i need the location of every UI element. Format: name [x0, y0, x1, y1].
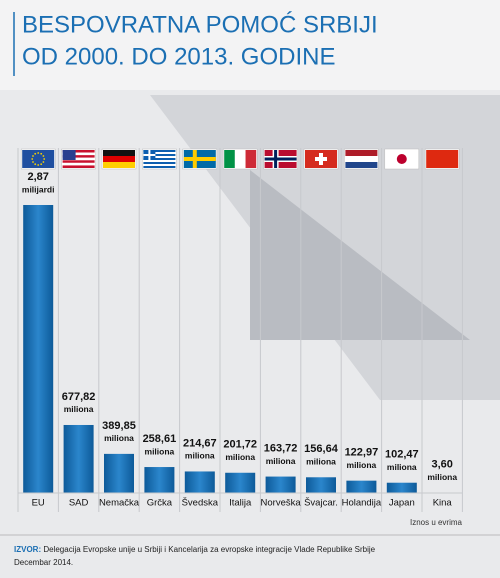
value-label: 163,72	[264, 442, 298, 454]
value-unit: miliona	[347, 460, 377, 470]
flag	[63, 150, 76, 160]
bar	[23, 205, 53, 493]
bar	[144, 467, 174, 493]
value-label: 156,64	[304, 443, 339, 455]
bar	[64, 425, 94, 493]
flag	[34, 163, 36, 165]
x-tick-label: Švedska	[182, 498, 219, 509]
source-label: IZVOR:	[14, 545, 41, 554]
flag	[40, 153, 42, 155]
flag	[37, 152, 39, 154]
value-label: 2,87	[27, 171, 48, 183]
flag	[32, 155, 34, 157]
bar	[266, 477, 296, 493]
flag	[426, 150, 458, 168]
flag	[42, 161, 44, 163]
bar	[185, 471, 215, 493]
value-unit: miliona	[185, 451, 215, 461]
value-unit: miliona	[306, 457, 336, 467]
title: BESPOVRATNA POMOĆ SRBIJI	[22, 11, 378, 38]
flag	[103, 156, 135, 162]
x-tick-label: Japan	[389, 498, 415, 509]
flag	[143, 162, 175, 164]
note: Iznos u evrima	[410, 518, 463, 527]
value-unit: miliona	[64, 404, 94, 414]
value-label: 122,97	[345, 447, 379, 459]
x-tick-label: Holandija	[342, 498, 382, 509]
value-label: 201,72	[223, 439, 257, 451]
flag	[40, 163, 42, 165]
x-tick-label: EU	[32, 498, 45, 509]
bar	[387, 483, 417, 493]
value-unit: miliona	[387, 462, 417, 472]
flag	[143, 166, 175, 168]
flag	[246, 150, 257, 168]
value-label: 389,85	[102, 420, 136, 432]
flag	[63, 163, 95, 166]
flag	[143, 164, 175, 166]
value-label: 258,61	[143, 433, 177, 445]
flag	[265, 158, 297, 161]
flag	[103, 150, 135, 156]
flag	[103, 162, 135, 168]
value-label: 677,82	[62, 391, 96, 403]
flag	[32, 161, 34, 163]
value-label: 3,60	[431, 459, 452, 471]
title: OD 2000. DO 2013. GODINE	[22, 43, 335, 70]
flag	[184, 157, 216, 161]
flag	[42, 155, 44, 157]
value-unit: miliona	[225, 452, 255, 462]
source: IZVOR: Delegacija Evropske unije u Srbij…	[14, 545, 376, 554]
flag	[34, 153, 36, 155]
flag	[63, 165, 95, 168]
x-tick-label: Norveška	[261, 498, 302, 509]
flag	[397, 154, 407, 164]
x-tick-label: Grčka	[147, 498, 173, 509]
bar	[104, 454, 134, 493]
flag	[345, 150, 377, 156]
bar	[306, 477, 336, 493]
flag	[224, 150, 235, 168]
flag	[43, 158, 45, 160]
flag	[37, 164, 39, 166]
x-tick-label: SAD	[69, 498, 89, 509]
value-unit: miliona	[145, 446, 175, 456]
x-tick-label: Švajcar.	[304, 498, 338, 509]
x-tick-label: Kina	[433, 498, 453, 509]
flag	[143, 154, 155, 156]
x-tick-label: Nemačka	[99, 498, 140, 509]
flag	[235, 150, 246, 168]
value-unit: milijardi	[22, 184, 55, 194]
bar	[346, 481, 376, 493]
value-label: 214,67	[183, 437, 217, 449]
value-unit: miliona	[427, 472, 457, 482]
date: Decembar 2014.	[14, 558, 73, 567]
flag	[345, 162, 377, 168]
flag	[31, 158, 33, 160]
flag	[63, 160, 95, 163]
flag	[143, 160, 175, 162]
bar	[225, 473, 255, 493]
value-label: 102,47	[385, 449, 419, 461]
value-unit: miliona	[104, 433, 134, 443]
value-unit: miliona	[266, 456, 296, 466]
flag	[345, 156, 377, 162]
flag	[315, 157, 327, 161]
x-tick-label: Italija	[229, 498, 252, 509]
source-text: Delegacija Evropske unije u Srbiji i Kan…	[43, 545, 375, 554]
